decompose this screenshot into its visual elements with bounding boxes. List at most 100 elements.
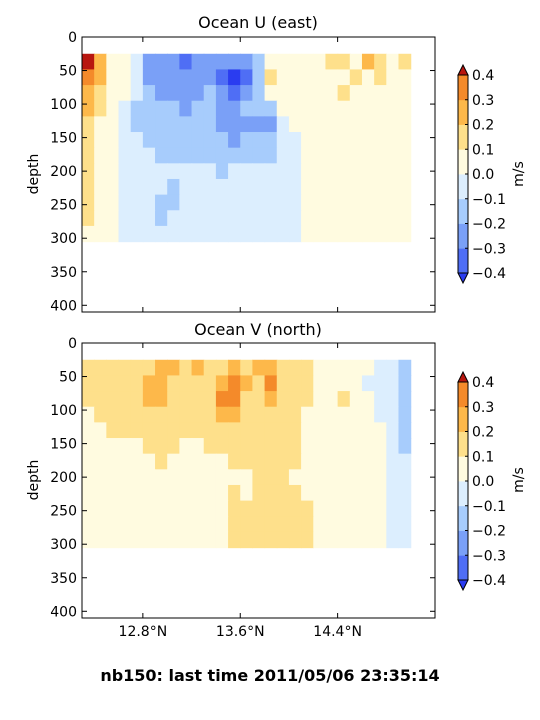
field-cell-v bbox=[361, 375, 375, 392]
field-cell-u bbox=[313, 53, 327, 71]
field-cell-u bbox=[240, 225, 254, 243]
colorbar-tick-label-v: −0.1 bbox=[472, 499, 506, 515]
field-cell-u bbox=[325, 225, 339, 243]
field-cell-v bbox=[252, 469, 266, 486]
field-cell-v bbox=[325, 500, 339, 517]
field-cell-v bbox=[82, 359, 95, 377]
field-cell-u bbox=[167, 100, 180, 117]
field-cell-v bbox=[215, 391, 229, 408]
field-cell-v bbox=[167, 422, 180, 439]
field-cell-v bbox=[240, 531, 254, 549]
field-cell-u bbox=[215, 225, 229, 243]
field-cell-u bbox=[155, 85, 168, 102]
field-cell-u bbox=[142, 210, 156, 227]
field-cell-u bbox=[228, 225, 241, 243]
colorbar-segment-u bbox=[458, 124, 468, 150]
field-cell-u bbox=[252, 194, 266, 211]
field-cell-v bbox=[203, 484, 217, 502]
field-cell-v bbox=[386, 391, 400, 408]
y-tick-label-u: 200 bbox=[50, 164, 77, 180]
field-cell-u bbox=[130, 85, 144, 102]
field-cell-v bbox=[264, 406, 278, 423]
field-cell-v bbox=[228, 484, 241, 502]
field-cell-v bbox=[118, 422, 132, 439]
field-cell-v bbox=[94, 500, 107, 517]
field-cell-v bbox=[337, 469, 351, 486]
field-cell-u bbox=[374, 100, 387, 117]
field-cell-u bbox=[349, 132, 363, 149]
field-cell-v bbox=[191, 531, 205, 549]
field-cell-v bbox=[264, 531, 278, 549]
field-cell-v bbox=[288, 469, 302, 486]
field-cell-u bbox=[240, 69, 254, 86]
y-tick-label-v: 250 bbox=[50, 504, 77, 520]
field-cell-u bbox=[94, 116, 107, 133]
field-cell-u bbox=[349, 85, 363, 102]
field-cell-u bbox=[215, 163, 229, 180]
colorbar-segment-v bbox=[458, 382, 468, 408]
field-cell-u bbox=[118, 194, 132, 211]
field-cell-v bbox=[130, 516, 144, 533]
field-cell-v bbox=[398, 391, 412, 408]
field-cell-v bbox=[240, 359, 254, 377]
x-tick-label-v: 13.6°N bbox=[216, 624, 265, 640]
field-cell-u bbox=[337, 116, 351, 133]
field-cell-v bbox=[374, 516, 387, 533]
field-cell-u bbox=[374, 225, 387, 243]
field-cell-u bbox=[142, 163, 156, 180]
field-cell-v bbox=[252, 500, 266, 517]
field-cell-u bbox=[361, 116, 375, 133]
field-cell-v bbox=[337, 391, 351, 408]
field-cell-u bbox=[398, 178, 412, 196]
field-cell-v bbox=[228, 359, 241, 377]
field-cell-v bbox=[94, 438, 107, 455]
field-cell-u bbox=[313, 147, 327, 164]
field-cell-v bbox=[118, 375, 132, 392]
field-cell-v bbox=[386, 359, 400, 377]
field-cell-v bbox=[215, 484, 229, 502]
field-cell-u bbox=[82, 225, 95, 243]
colorbar-segment-u bbox=[458, 198, 468, 224]
field-cell-u bbox=[313, 132, 327, 149]
field-cell-u bbox=[301, 163, 314, 180]
field-cell-v bbox=[179, 531, 193, 549]
field-cell-u bbox=[398, 225, 412, 243]
field-cell-u bbox=[118, 147, 132, 164]
field-cell-u bbox=[386, 225, 400, 243]
field-cell-u bbox=[191, 210, 205, 227]
field-cell-v bbox=[337, 516, 351, 533]
field-cell-u bbox=[374, 178, 387, 196]
field-cell-v bbox=[191, 516, 205, 533]
field-cell-v bbox=[325, 375, 339, 392]
field-cell-v bbox=[386, 375, 400, 392]
field-cell-v bbox=[276, 453, 290, 470]
field-cell-u bbox=[301, 210, 314, 227]
field-cell-v bbox=[374, 422, 387, 439]
field-cell-v bbox=[142, 406, 156, 423]
field-cell-u bbox=[252, 225, 266, 243]
field-cell-u bbox=[179, 178, 193, 196]
field-cell-u bbox=[142, 69, 156, 86]
field-cell-u bbox=[349, 194, 363, 211]
field-cell-u bbox=[361, 210, 375, 227]
field-cell-u bbox=[313, 69, 327, 86]
field-cell-u bbox=[118, 132, 132, 149]
field-cell-v bbox=[215, 453, 229, 470]
field-cell-v bbox=[130, 375, 144, 392]
field-cell-u bbox=[215, 85, 229, 102]
field-cell-u bbox=[337, 100, 351, 117]
field-cell-v bbox=[118, 453, 132, 470]
field-cell-u bbox=[82, 132, 95, 149]
field-cell-u bbox=[374, 163, 387, 180]
field-cell-v bbox=[94, 422, 107, 439]
field-cell-v bbox=[191, 375, 205, 392]
field-cell-v bbox=[179, 375, 193, 392]
field-cell-v bbox=[361, 453, 375, 470]
field-cell-v bbox=[155, 516, 168, 533]
field-cell-v bbox=[167, 469, 180, 486]
field-cell-v bbox=[228, 406, 241, 423]
field-cell-u bbox=[398, 194, 412, 211]
field-cell-u bbox=[155, 163, 168, 180]
field-cell-v bbox=[264, 500, 278, 517]
field-cell-u bbox=[228, 210, 241, 227]
